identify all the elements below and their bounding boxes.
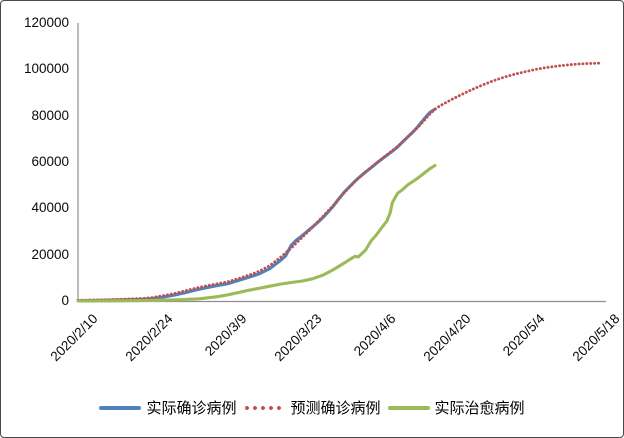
- y-axis-tick-label: 120000: [23, 15, 69, 30]
- y-axis-tick-label: 80000: [31, 108, 69, 123]
- legend-swatch-solid-line: [387, 405, 430, 410]
- legend-item-actual-cured[interactable]: 实际治愈病例: [387, 397, 525, 418]
- legend-label: 实际确诊病例: [146, 401, 237, 417]
- y-axis-tick-label: 20000: [31, 247, 69, 262]
- legend: 实际确诊病例 预测确诊病例 实际治愈病例: [1, 397, 623, 418]
- legend-item-actual-confirmed[interactable]: 实际确诊病例: [99, 397, 236, 418]
- y-axis-tick-label: 0: [61, 293, 69, 308]
- legend-item-predicted-confirmed[interactable]: 预测确诊病例: [243, 397, 381, 418]
- legend-label: 实际治愈病例: [434, 401, 525, 417]
- legend-swatch-dotted-line: [243, 405, 286, 410]
- legend-label: 预测确诊病例: [290, 401, 381, 417]
- y-axis-tick-label: 40000: [31, 200, 69, 215]
- y-axis-tick-label: 100000: [23, 61, 69, 76]
- legend-swatch-solid-line: [99, 405, 142, 410]
- y-axis-tick-label: 60000: [31, 154, 69, 169]
